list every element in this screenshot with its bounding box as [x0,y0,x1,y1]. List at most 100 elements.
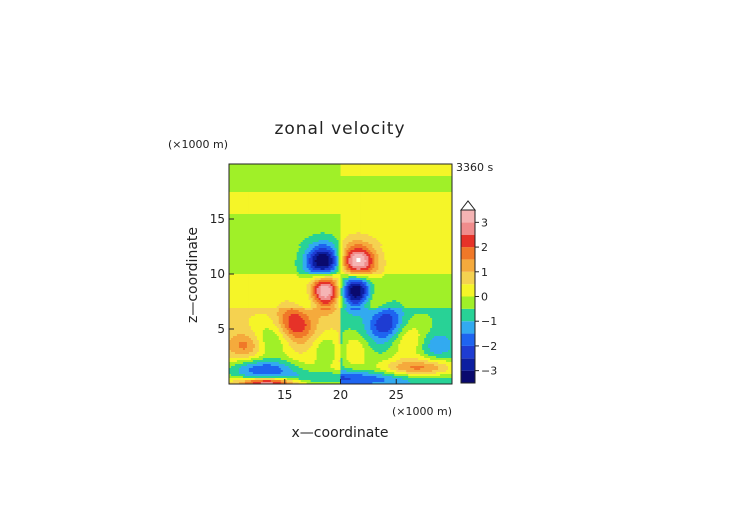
heatmap-cell [336,190,339,193]
heatmap-cell [442,232,445,235]
heatmap-cell [444,194,447,197]
heatmap-cell [242,208,246,211]
heatmap-cell [288,230,292,233]
heatmap-cell [310,248,314,251]
heatmap-cell [326,168,329,171]
heatmap-cell [336,214,339,217]
heatmap-cell [262,210,266,213]
heatmap-cell [436,202,439,205]
heatmap-cell [434,204,437,207]
heatmap-cell [446,224,449,227]
heatmap-cell [434,224,437,227]
heatmap-cell [284,246,288,249]
heatmap-cell [428,238,431,241]
heatmap-cell [400,214,403,217]
heatmap-cell [236,238,240,241]
heatmap-cell [380,248,383,251]
heatmap-cell [342,178,345,181]
heatmap-cell [296,216,300,219]
heatmap-cell [338,242,341,245]
heatmap-cell [388,204,391,207]
heatmap-cell [260,166,264,169]
heatmap-cell [386,208,389,211]
heatmap-cell [390,206,393,209]
heatmap-cell [350,210,353,213]
heatmap-cell [390,218,393,221]
heatmap-cell [264,206,268,209]
heatmap-cell [314,238,318,241]
heatmap-cell [296,168,300,171]
heatmap-cell [366,210,369,213]
heatmap-cell [234,170,238,173]
heatmap-cell [312,252,316,255]
heatmap-cell [348,202,351,205]
heatmap-cell [322,190,325,193]
heatmap-cell [346,168,349,171]
heatmap-cell [420,164,423,167]
heatmap-cell [436,230,439,233]
heatmap-cell [372,240,375,243]
heatmap-cell [302,250,306,253]
heatmap-cell [308,250,312,253]
heatmap-cell [394,200,397,203]
heatmap-cell [274,188,278,191]
heatmap-cell [308,190,312,193]
heatmap-cell [316,224,319,227]
heatmap-cell [286,212,290,215]
heatmap-cell [290,246,294,249]
heatmap-cell [278,208,282,211]
heatmap-cell [428,188,431,191]
heatmap-cell [380,226,383,229]
heatmap-cell [318,252,321,255]
heatmap-cell [290,244,294,247]
heatmap-cell [358,222,361,225]
heatmap-cell [424,170,427,173]
heatmap-cell [446,166,449,169]
heatmap-cell [368,206,371,209]
heatmap-cell [352,216,355,219]
heatmap-cell [334,226,337,229]
heatmap-cell [348,208,351,211]
heatmap-cell [246,166,250,169]
heatmap-cell [272,202,276,205]
heatmap-cell [298,234,302,237]
heatmap-cell [390,180,393,183]
heatmap-cell [366,240,369,243]
heatmap-cell [286,198,290,201]
heatmap-cell [450,250,453,253]
heatmap-cell [382,248,385,251]
heatmap-cell [262,204,266,207]
heatmap-cell [346,186,349,189]
heatmap-cell [310,238,314,241]
heatmap-cell [376,248,379,251]
heatmap-cell [438,226,441,229]
heatmap-cell [372,236,375,239]
heatmap-cell [400,196,403,199]
heatmap-cell [254,200,258,203]
heatmap-cell [438,240,441,243]
heatmap-cell [264,230,268,233]
heatmap-cell [234,222,238,225]
heatmap-cell [330,230,333,233]
heatmap-cell [252,246,256,249]
heatmap-cell [412,214,415,217]
heatmap-cell [300,196,304,199]
heatmap-cell [232,202,236,205]
heatmap-cell [366,178,369,181]
heatmap-cell [378,178,381,181]
heatmap-cell [414,180,417,183]
heatmap-cell [410,246,413,249]
heatmap-cell [238,222,242,225]
heatmap-cell [232,252,236,255]
heatmap-cell [284,178,288,181]
heatmap-cell [444,178,447,181]
heatmap-cell [342,206,345,209]
heatmap-cell [290,206,294,209]
heatmap-cell [310,224,314,227]
heatmap-cell [368,202,371,205]
heatmap-cell [320,244,323,247]
heatmap-cell [242,226,246,229]
heatmap-cell [412,216,415,219]
heatmap-cell [320,186,323,189]
heatmap-cell [416,230,419,233]
